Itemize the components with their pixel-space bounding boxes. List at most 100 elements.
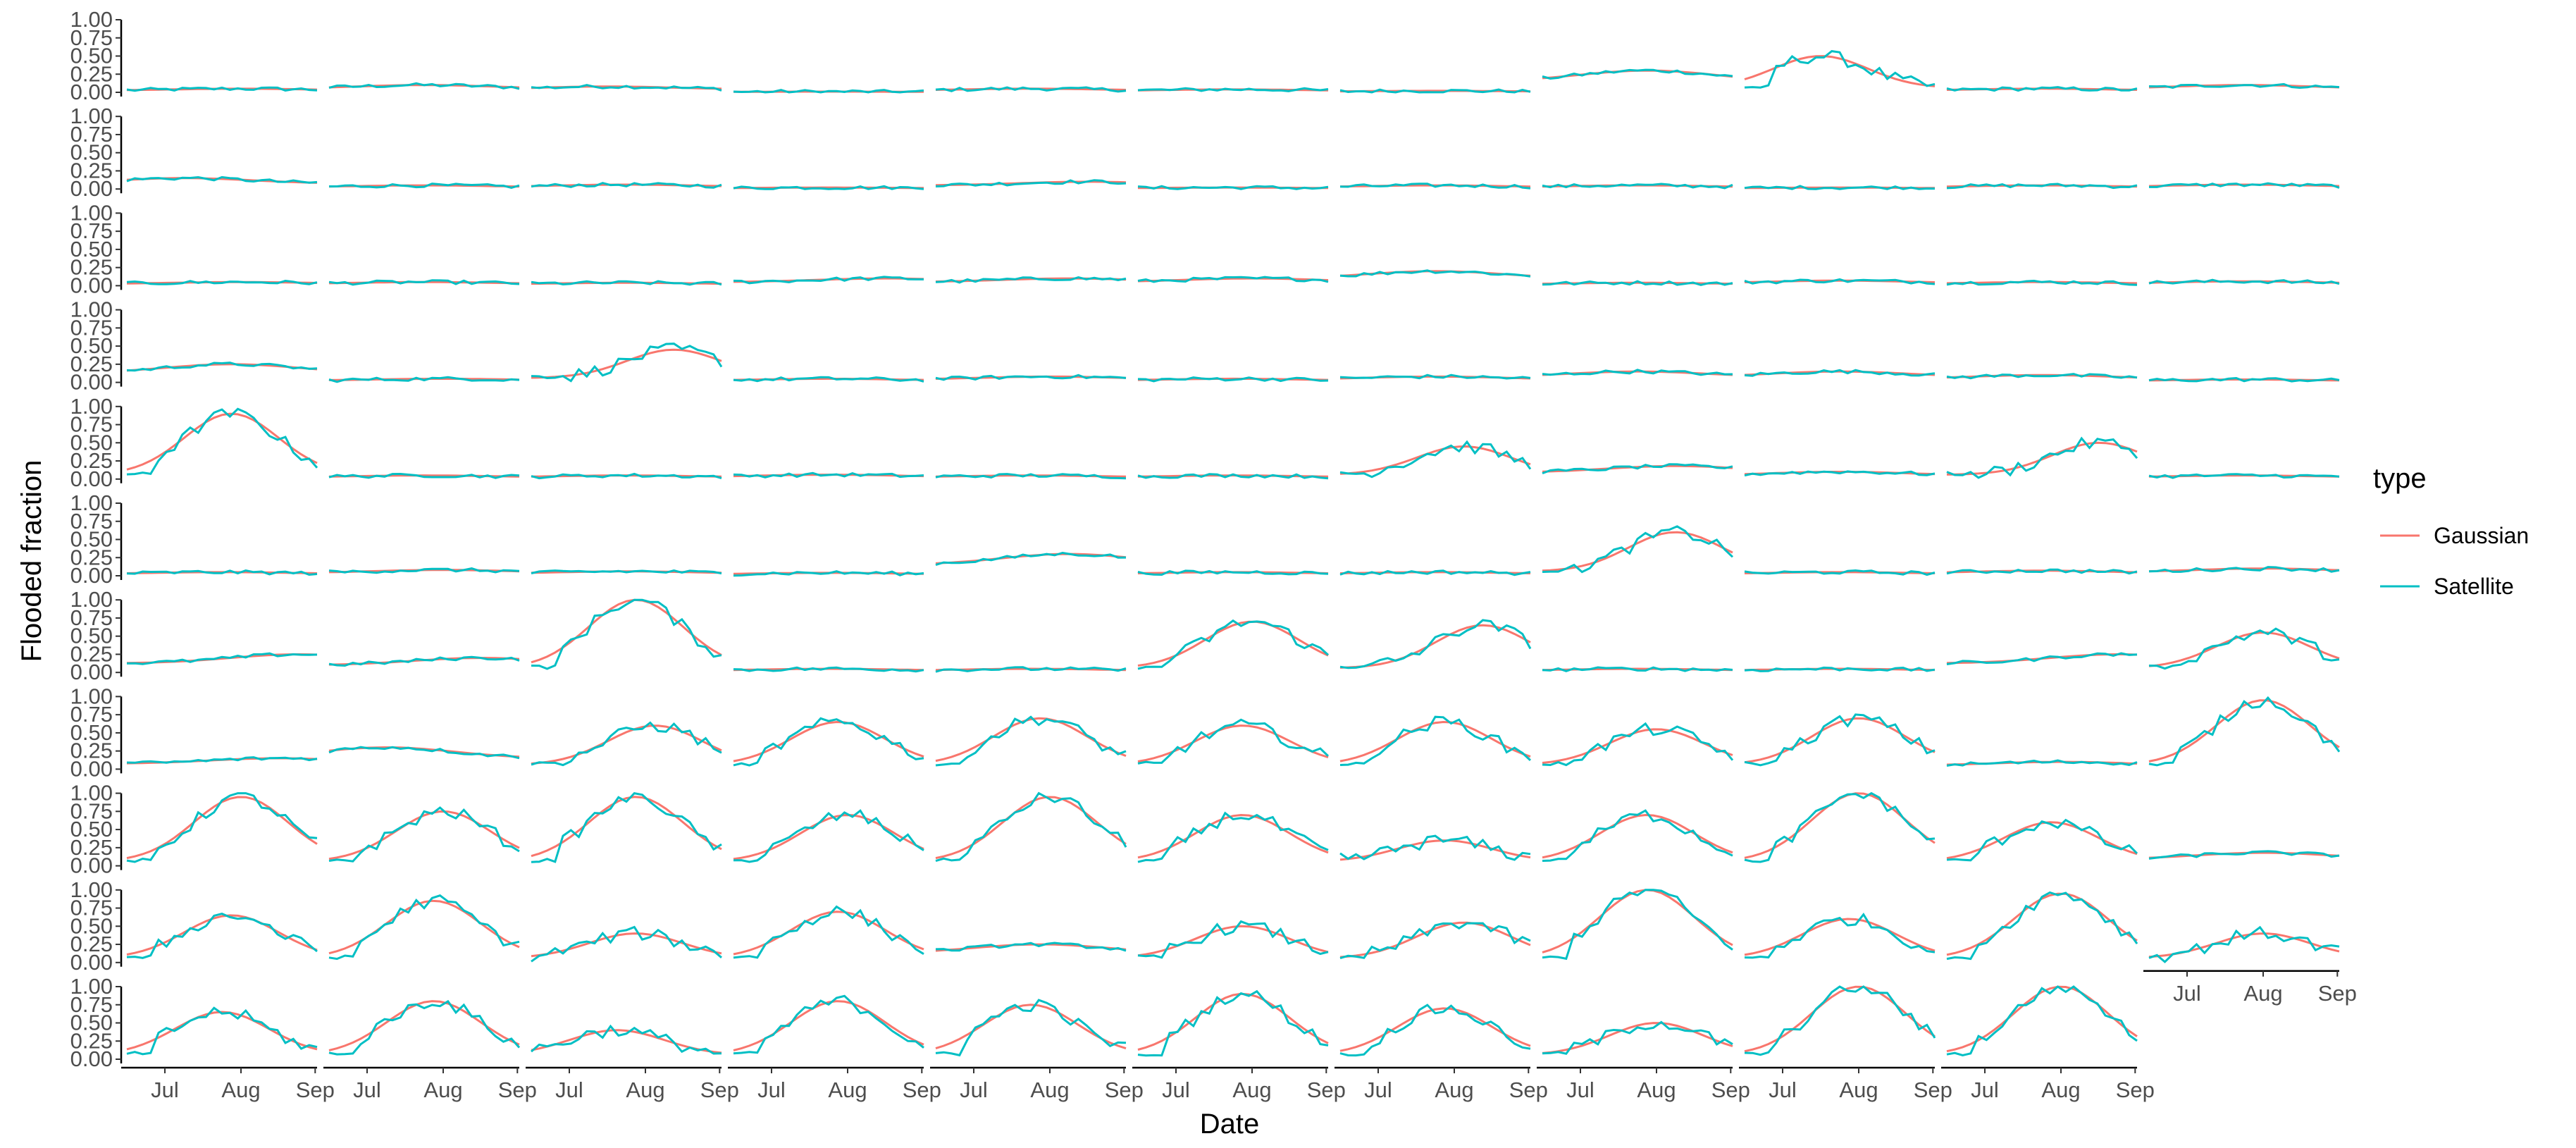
satellite-line-r7-c1 [329, 747, 519, 758]
x-tick-label-r10-c8-1: Aug [1839, 1078, 1878, 1102]
satellite-line-r6-c2 [531, 600, 722, 669]
satellite-line-r0-c7 [1542, 70, 1733, 78]
gaussian-line-r8-c9 [1947, 822, 2137, 858]
satellite-line-r3-c0 [127, 363, 317, 371]
satellite-line-r10-c8 [1745, 987, 1935, 1055]
satellite-line-r0-c1 [329, 83, 519, 89]
y-tick-label-r8-4: 1.00 [70, 781, 113, 806]
x-tick-label-r10-c5-1: Aug [1232, 1078, 1271, 1102]
legend-label-gaussian: Gaussian [2434, 523, 2529, 548]
x-tick-label-r10-c3-1: Aug [828, 1078, 867, 1102]
satellite-line-r0-c2 [531, 85, 722, 91]
gaussian-line-r7-c5 [1138, 726, 1328, 762]
gaussian-line-r8-c7 [1542, 815, 1733, 858]
satellite-line-r8-c8 [1745, 794, 1935, 862]
x-tick-label-r10-c3-2: Sep [903, 1078, 941, 1102]
satellite-line-r0-c3 [733, 90, 924, 92]
y-tick-label-r2-4: 1.00 [70, 200, 113, 225]
satellite-line-r9-c0 [127, 914, 317, 958]
y-tick-label-r9-4: 1.00 [70, 877, 113, 902]
satellite-line-r7-c3 [733, 718, 924, 765]
y-tick-label-r3-4: 1.00 [70, 297, 113, 322]
satellite-line-r5-c5 [1138, 571, 1328, 575]
x-tick-label-r10-c9-1: Aug [2041, 1078, 2080, 1102]
y-tick-label-r0-4: 1.00 [70, 7, 113, 32]
satellite-line-r9-c2 [531, 927, 722, 962]
x-tick-label-r10-c7-2: Sep [1711, 1078, 1750, 1102]
y-tick-label-r10-4: 1.00 [70, 974, 113, 999]
gaussian-line-r8-c0 [127, 797, 317, 858]
satellite-line-r8-c7 [1542, 810, 1733, 860]
x-tick-label-r10-c4-0: Jul [960, 1078, 988, 1102]
satellite-line-r7-c0 [127, 758, 317, 763]
gaussian-line-r7-c2 [531, 726, 722, 764]
satellite-line-r10-c4 [936, 1000, 1126, 1055]
satellite-line-r0-c4 [936, 87, 1126, 92]
x-tick-label-r10-c0-1: Aug [221, 1078, 260, 1102]
x-tick-label-r9-c10-2: Sep [2318, 981, 2357, 1006]
satellite-line-r10-c7 [1542, 1022, 1733, 1054]
satellite-line-r9-c10 [2149, 927, 2339, 962]
gaussian-line-r6-c6 [1340, 625, 1530, 667]
satellite-line-r7-c6 [1340, 717, 1530, 765]
gaussian-line-r7-c4 [936, 718, 1126, 760]
x-tick-label-r10-c7-1: Aug [1637, 1078, 1676, 1102]
legend-label-satellite: Satellite [2434, 574, 2514, 599]
x-tick-label-r10-c8-2: Sep [1914, 1078, 1952, 1102]
satellite-line-r8-c0 [127, 794, 317, 862]
x-tick-label-r10-c6-0: Jul [1364, 1078, 1392, 1102]
satellite-line-r9-c7 [1542, 890, 1733, 959]
satellite-line-r3-c2 [531, 344, 722, 381]
satellite-line-r10-c9 [1947, 987, 2137, 1056]
y-tick-label-r4-4: 1.00 [70, 394, 113, 419]
x-tick-label-r10-c3-0: Jul [757, 1078, 786, 1102]
satellite-line-r8-c5 [1138, 813, 1328, 862]
satellite-line-r8-c4 [936, 794, 1126, 861]
satellite-line-r2-c3 [733, 277, 924, 283]
satellite-line-r9-c3 [733, 907, 924, 958]
x-tick-label-r10-c4-2: Sep [1105, 1078, 1144, 1102]
satellite-line-r10-c6 [1340, 1005, 1530, 1056]
x-tick-label-r10-c2-0: Jul [555, 1078, 583, 1102]
y-tick-label-r6-4: 1.00 [70, 587, 113, 612]
gaussian-line-r9-c0 [127, 915, 317, 955]
satellite-line-r9-c9 [1947, 893, 2137, 959]
satellite-line-r9-c1 [329, 896, 519, 959]
y-tick-label-r5-4: 1.00 [70, 490, 113, 515]
satellite-line-r5-c7 [1542, 526, 1733, 572]
gaussian-line-r8-c1 [329, 812, 519, 859]
x-tick-label-r10-c5-2: Sep [1307, 1078, 1346, 1102]
x-axis-title: Date [1200, 1109, 1260, 1140]
satellite-line-r10-c5 [1138, 992, 1328, 1056]
gaussian-line-r7-c7 [1542, 729, 1733, 763]
x-tick-label-r10-c0-2: Sep [296, 1078, 335, 1102]
x-tick-label-r10-c5-0: Jul [1162, 1078, 1190, 1102]
x-tick-label-r10-c9-2: Sep [2116, 1078, 2155, 1102]
x-tick-label-r10-c6-2: Sep [1509, 1078, 1548, 1102]
satellite-line-r8-c6 [1340, 836, 1530, 860]
x-tick-label-r9-c10-0: Jul [2173, 981, 2201, 1006]
gaussian-line-r10-c8 [1745, 987, 1935, 1051]
gaussian-line-r9-c2 [531, 934, 722, 956]
satellite-line-r4-c7 [1542, 464, 1733, 474]
satellite-line-r4-c0 [127, 409, 317, 474]
satellite-line-r8-c9 [1947, 820, 2137, 860]
satellite-line-r6-c5 [1138, 621, 1328, 669]
x-tick-label-r10-c7-0: Jul [1566, 1078, 1594, 1102]
x-tick-label-r10-c1-0: Jul [353, 1078, 381, 1102]
x-tick-label-r10-c0-0: Jul [151, 1078, 179, 1102]
gaussian-line-r9-c9 [1947, 894, 2137, 955]
gaussian-line-r6-c10 [2149, 633, 2339, 667]
legend-title: type [2373, 463, 2427, 494]
satellite-line-r0-c10 [2149, 84, 2339, 87]
y-axis-title: Flooded fraction [16, 460, 47, 662]
satellite-line-r9-c8 [1745, 915, 1935, 958]
x-tick-label-r10-c1-1: Aug [423, 1078, 462, 1102]
x-tick-label-r10-c8-0: Jul [1769, 1078, 1797, 1102]
x-tick-label-r10-c1-2: Sep [498, 1078, 537, 1102]
x-tick-label-r9-c10-1: Aug [2243, 981, 2282, 1006]
gaussian-line-r3-c2 [531, 350, 722, 378]
x-tick-label-r10-c2-2: Sep [700, 1078, 739, 1102]
